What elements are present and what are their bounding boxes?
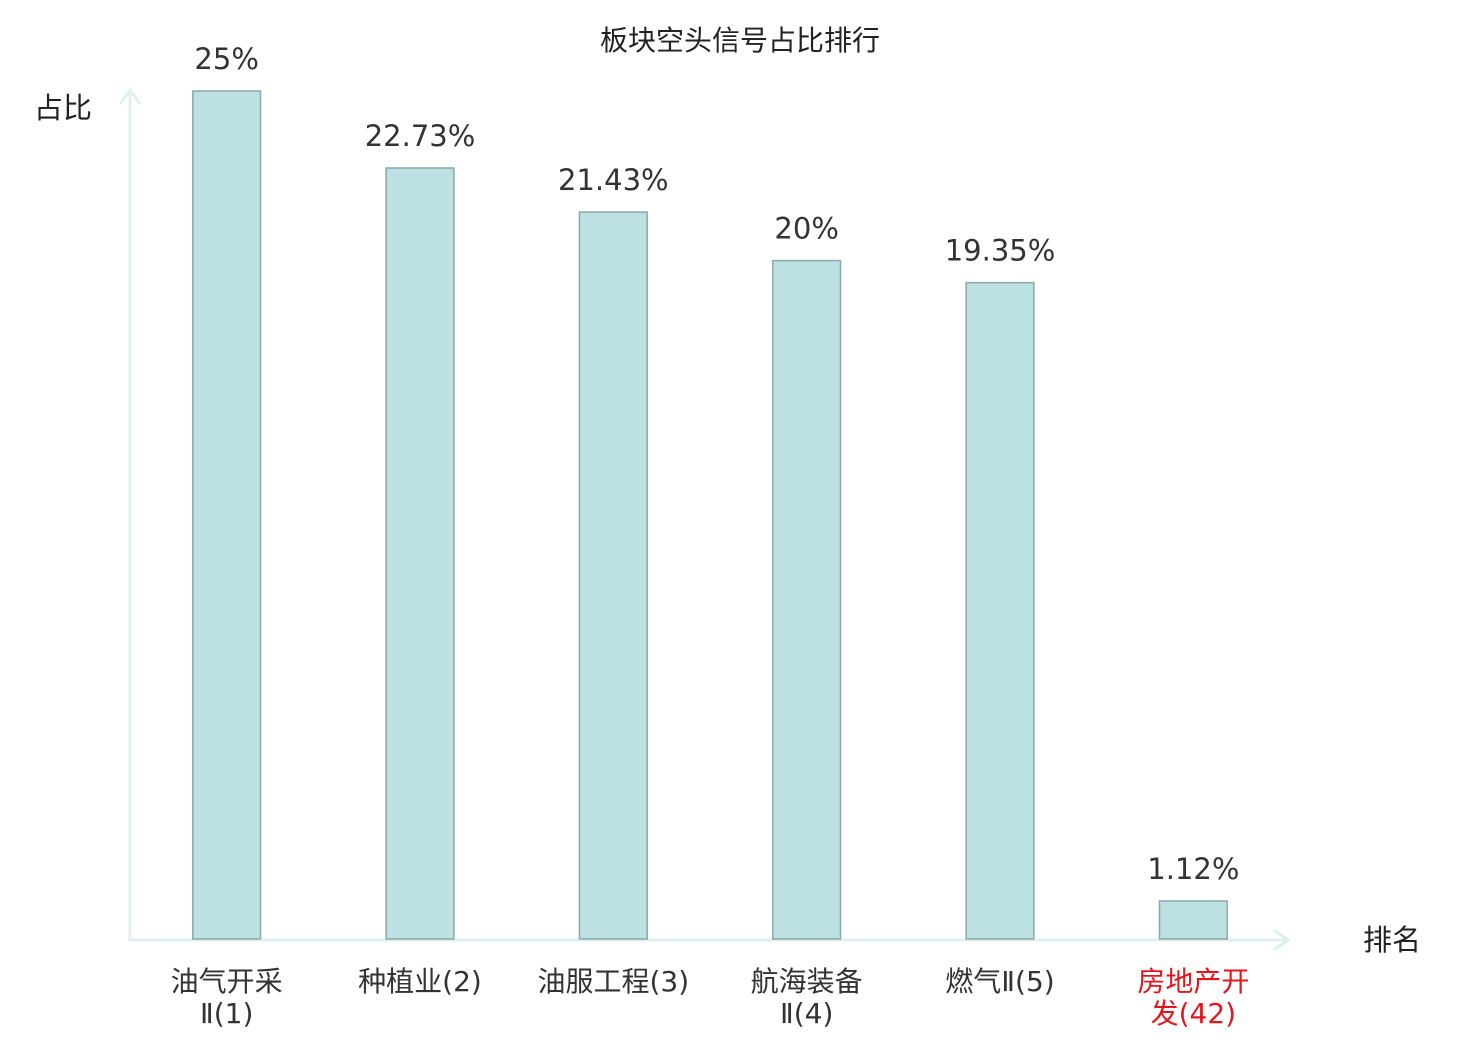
x-tick-label-line: 发(42) — [1151, 997, 1236, 1030]
x-tick-label-line: Ⅱ(4) — [780, 997, 833, 1030]
x-tick-label-line: 种植业(2) — [358, 965, 482, 998]
x-axis-label: 排名 — [1363, 923, 1421, 957]
x-tick-label: 航海装备 Ⅱ(4) — [751, 965, 863, 1030]
x-tick-label-line: 油气开采 — [171, 965, 283, 998]
x-tick-label-line: 航海装备 — [751, 965, 863, 998]
y-axis-arrow — [118, 87, 142, 105]
bar — [578, 211, 648, 940]
bar — [385, 167, 455, 940]
x-tick-label: 房地产开发(42) — [1137, 965, 1249, 1030]
x-axis-arrow — [1273, 928, 1291, 952]
x-tick-label-line: Ⅱ(1) — [200, 997, 253, 1030]
x-tick-label-line: 房地产开 — [1137, 965, 1249, 998]
x-tick-label-line: 油服工程(3) — [537, 965, 689, 998]
x-tick-label: 燃气Ⅱ(5) — [945, 965, 1054, 998]
value-label: 20% — [774, 212, 838, 246]
axes — [118, 87, 1291, 952]
value-label: 1.12% — [1147, 852, 1239, 886]
x-tick-label: 油气开采 Ⅱ(1) — [171, 965, 283, 1030]
value-label: 19.35% — [945, 234, 1056, 268]
value-label: 22.73% — [365, 119, 476, 153]
x-tick-label-line: 燃气Ⅱ(5) — [945, 965, 1054, 998]
x-tick-label: 油服工程(3) — [537, 965, 689, 998]
y-axis-label: 占比 — [34, 91, 92, 125]
value-label: 25% — [194, 42, 258, 76]
bar — [192, 90, 262, 940]
chart-title: 板块空头信号占比排行 — [600, 24, 880, 57]
bar — [1158, 900, 1228, 940]
bar — [772, 259, 842, 940]
x-tick-label: 种植业(2) — [358, 965, 482, 998]
value-label: 21.43% — [558, 163, 669, 197]
bar — [965, 281, 1035, 940]
